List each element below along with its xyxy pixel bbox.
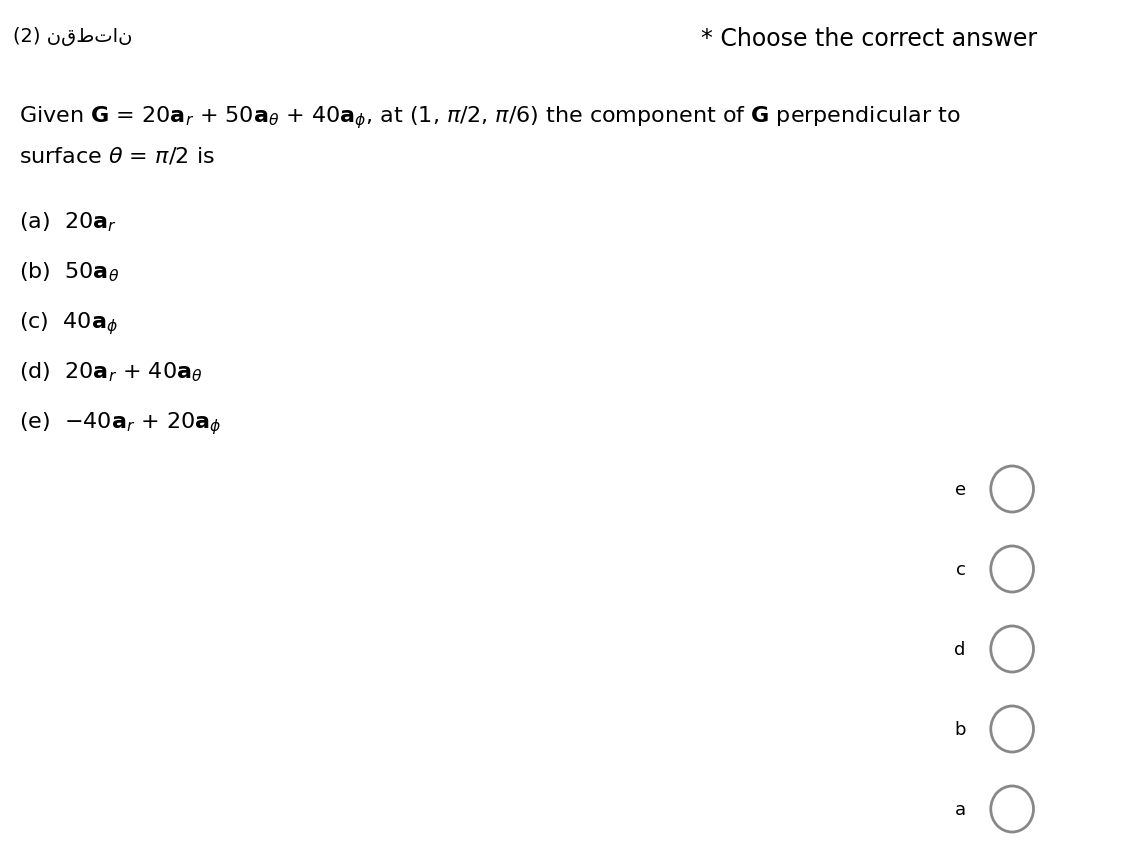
Text: (b)  50$\mathbf{a}$$_\theta$: (b) 50$\mathbf{a}$$_\theta$ xyxy=(19,259,119,283)
Text: b: b xyxy=(955,720,966,738)
Text: (2) نقطتان: (2) نقطتان xyxy=(12,27,132,46)
Text: c: c xyxy=(956,560,966,578)
Text: * Choose the correct answer: * Choose the correct answer xyxy=(701,27,1037,51)
Text: (c)  40$\mathbf{a}$$_\phi$: (c) 40$\mathbf{a}$$_\phi$ xyxy=(19,310,118,336)
Text: e: e xyxy=(955,480,966,498)
Text: a: a xyxy=(955,800,966,818)
Text: (e)  $-$40$\mathbf{a}$$_r$ + 20$\mathbf{a}$$_\phi$: (e) $-$40$\mathbf{a}$$_r$ + 20$\mathbf{a… xyxy=(19,409,222,436)
Text: (d)  20$\mathbf{a}$$_r$ + 40$\mathbf{a}$$_\theta$: (d) 20$\mathbf{a}$$_r$ + 40$\mathbf{a}$$… xyxy=(19,360,202,383)
Text: (a)  20$\mathbf{a}$$_r$: (a) 20$\mathbf{a}$$_r$ xyxy=(19,210,116,234)
Text: surface $\theta$ = $\pi$/2 is: surface $\theta$ = $\pi$/2 is xyxy=(19,145,215,166)
Text: Given $\mathbf{G}$ = 20$\mathbf{a}$$_r$ + 50$\mathbf{a}$$_\theta$ + 40$\mathbf{a: Given $\mathbf{G}$ = 20$\mathbf{a}$$_r$ … xyxy=(19,104,960,131)
Text: d: d xyxy=(955,641,966,659)
